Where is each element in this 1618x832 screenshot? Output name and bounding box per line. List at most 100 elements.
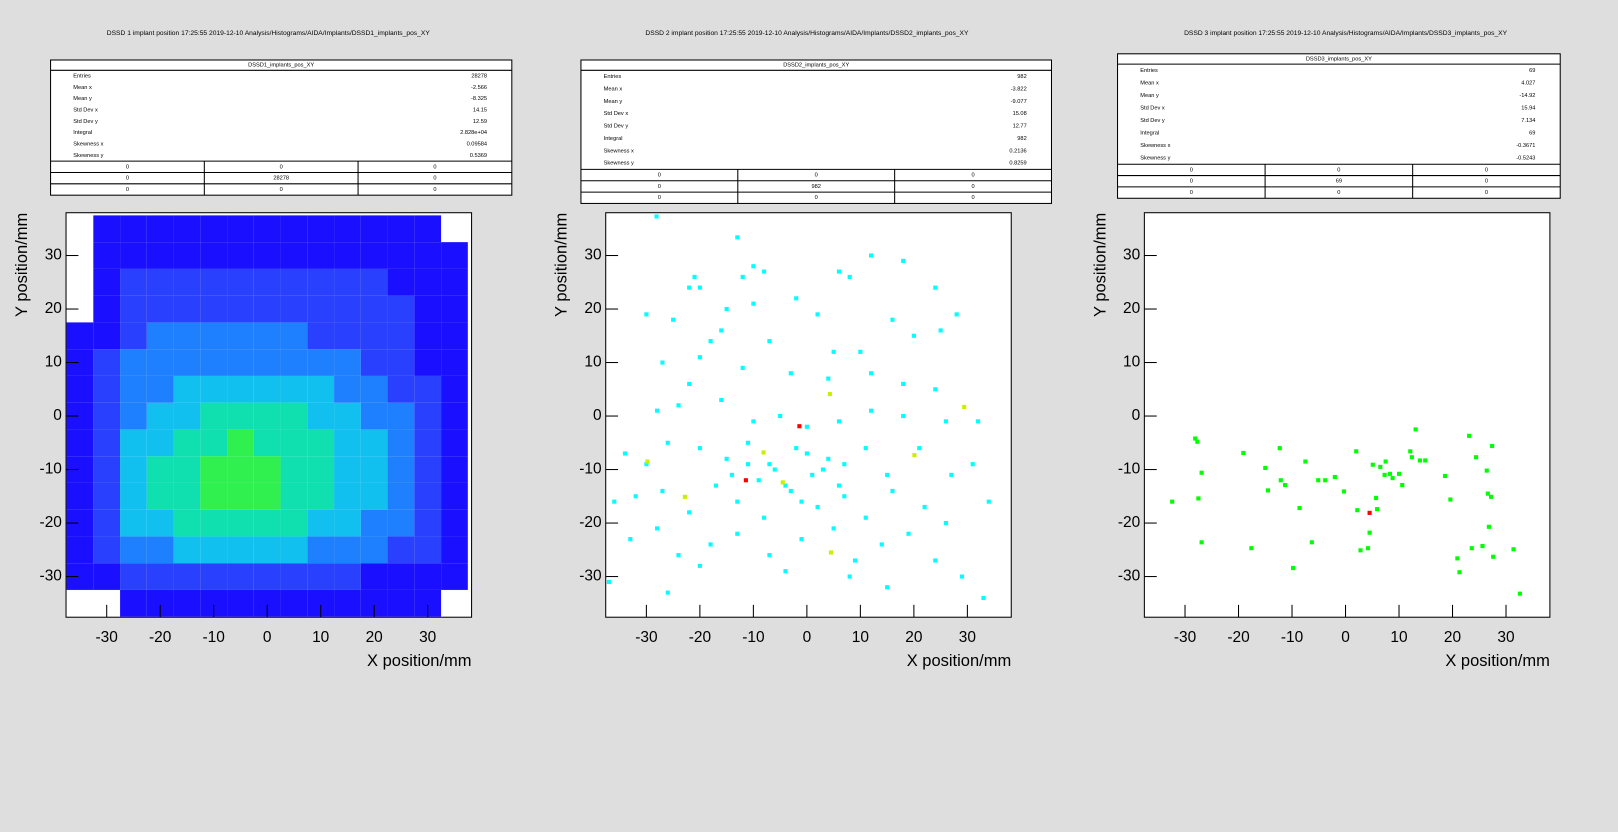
heat-cell xyxy=(307,268,335,296)
stats-label: Skewness y xyxy=(1140,155,1170,161)
heat-cell xyxy=(387,215,415,243)
heat-cell xyxy=(93,349,121,376)
heat-cell xyxy=(227,429,254,457)
bin xyxy=(751,419,756,424)
stats-value: 7.134 xyxy=(1521,118,1535,124)
x-tick-label: -10 xyxy=(742,629,764,646)
heat-cell xyxy=(387,268,415,296)
stats-label: Entries xyxy=(73,73,91,79)
heat-cell xyxy=(334,589,361,617)
heat-cell xyxy=(146,563,174,590)
bin xyxy=(842,494,847,499)
heat-cell xyxy=(146,295,174,323)
bin xyxy=(890,488,895,494)
bin xyxy=(1316,478,1321,483)
bin xyxy=(761,450,766,455)
bin xyxy=(719,397,724,403)
bin xyxy=(1378,464,1383,469)
bin xyxy=(869,408,874,413)
bin xyxy=(1265,488,1271,493)
bin xyxy=(885,585,890,590)
x-axis-title: X position/mm xyxy=(907,652,1012,670)
y-tick-label: 0 xyxy=(53,407,62,424)
heat-cell xyxy=(387,509,415,537)
bin xyxy=(1413,427,1418,432)
heat-cell xyxy=(253,215,281,243)
bin xyxy=(682,494,687,499)
stats-title: DSSD3_implants_pos_XY xyxy=(1306,56,1372,62)
bin xyxy=(724,306,729,312)
heat-cell xyxy=(120,563,147,590)
heat-cell xyxy=(173,322,201,350)
heat-cell xyxy=(414,215,442,243)
heat-cell xyxy=(441,456,468,483)
heat-cell xyxy=(441,482,468,510)
bin xyxy=(879,542,884,547)
bin xyxy=(1297,506,1302,511)
bin xyxy=(943,520,949,526)
heat-cell xyxy=(334,322,361,350)
heat-cell xyxy=(334,349,361,376)
heat-cell xyxy=(334,242,361,269)
heat-cell xyxy=(93,375,121,403)
heat-cell xyxy=(360,563,388,590)
heat-cell xyxy=(387,402,415,430)
heat-cell xyxy=(334,536,361,564)
bin xyxy=(1455,556,1460,561)
heat-cell xyxy=(200,509,228,537)
stats-title: DSSD1_implants_pos_XY xyxy=(248,63,314,69)
bin xyxy=(1390,476,1395,481)
heat-cell xyxy=(307,509,335,537)
heat-cell xyxy=(307,482,335,510)
bin xyxy=(810,472,815,477)
x-tick-label: 10 xyxy=(852,629,869,646)
bin xyxy=(815,504,820,510)
bin xyxy=(794,446,799,451)
bin xyxy=(697,446,702,451)
bin xyxy=(767,553,772,558)
heat-cell xyxy=(387,349,415,376)
heat-cell xyxy=(253,429,281,457)
bin xyxy=(885,472,890,477)
heat-cell xyxy=(441,295,468,323)
table-cell: 0 xyxy=(1485,190,1488,196)
heat-cell xyxy=(334,509,361,537)
heat-cell xyxy=(227,563,254,590)
bin xyxy=(933,387,938,392)
y-tick-label: 20 xyxy=(584,300,601,317)
bin xyxy=(1309,540,1314,545)
heat-cell xyxy=(280,536,308,564)
bin xyxy=(1486,524,1491,529)
bin xyxy=(1480,543,1485,549)
x-tick-label: -30 xyxy=(96,629,118,646)
heat-cell xyxy=(227,375,254,403)
heat-cell xyxy=(360,375,388,403)
bin xyxy=(1442,473,1448,479)
table-cell: 0 xyxy=(1485,179,1488,185)
bin xyxy=(1409,455,1414,460)
bin xyxy=(1278,478,1283,483)
heat-cell xyxy=(360,322,388,350)
stats-value: 982 xyxy=(1017,136,1026,142)
bin xyxy=(938,328,943,333)
table-cell: 0 xyxy=(815,173,818,179)
stats-label: Mean y xyxy=(1140,93,1159,99)
table-cell: 0 xyxy=(280,164,283,170)
heat-cell xyxy=(227,402,254,430)
bin xyxy=(804,424,809,429)
bin xyxy=(762,269,767,274)
bin xyxy=(1488,494,1494,499)
y-tick-label: 20 xyxy=(45,300,62,317)
y-tick-label: -20 xyxy=(1118,514,1140,531)
bin xyxy=(1485,491,1490,496)
heat-cell xyxy=(414,349,442,376)
bin xyxy=(1323,478,1328,483)
bin xyxy=(1355,508,1360,513)
heat-cell xyxy=(146,375,174,403)
bin xyxy=(901,258,906,263)
heat-cell xyxy=(120,402,147,430)
bin xyxy=(981,595,986,601)
bin xyxy=(1423,458,1428,463)
bin xyxy=(1511,547,1516,552)
stats-label: Skewness x xyxy=(73,142,103,148)
